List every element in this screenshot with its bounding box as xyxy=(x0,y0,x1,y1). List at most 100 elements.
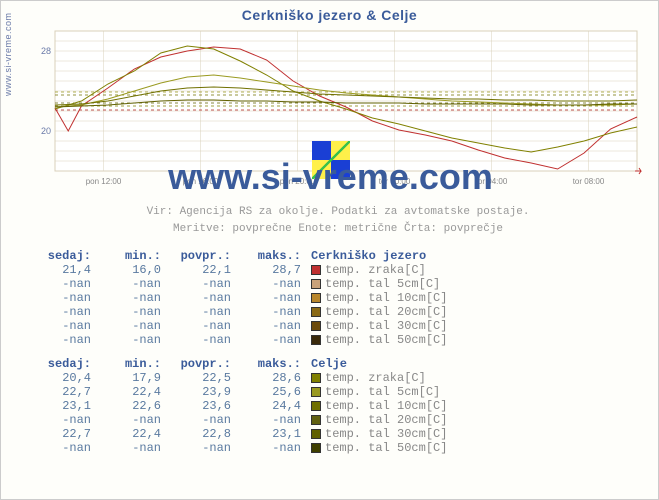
table-row: 21,4 16,0 22,1 28,7 temp. zraka[C] xyxy=(25,263,451,277)
svg-text:28: 28 xyxy=(41,46,51,56)
cell-sedaj: -nan xyxy=(25,291,95,305)
cell-sedaj: 22,7 xyxy=(25,385,95,399)
cell-min: -nan xyxy=(95,305,165,319)
color-swatch xyxy=(311,307,321,317)
cell-povpr: -nan xyxy=(165,305,235,319)
table-cerknisko: sedaj: min.: povpr.: maks.: Cerkniško je… xyxy=(25,249,451,347)
meta-settings: Meritve: povprečne Enote: metrične Črta:… xyxy=(33,223,643,235)
cell-povpr: -nan xyxy=(165,441,235,455)
cell-label: temp. tal 10cm[C] xyxy=(305,399,451,413)
cell-maks: 24,4 xyxy=(235,399,305,413)
cell-min: -nan xyxy=(95,333,165,347)
col-min: min.: xyxy=(95,249,165,263)
cell-min: 16,0 xyxy=(95,263,165,277)
table-row: 20,4 17,9 22,5 28,6 temp. zraka[C] xyxy=(25,371,451,385)
cell-maks: 23,1 xyxy=(235,427,305,441)
cell-min: 22,6 xyxy=(95,399,165,413)
chart-area: 2028 xyxy=(33,27,643,175)
cell-label: temp. tal 20cm[C] xyxy=(305,413,451,427)
color-swatch xyxy=(311,279,321,289)
cell-maks: 25,6 xyxy=(235,385,305,399)
x-tick-label: pon 12:00 xyxy=(86,177,122,186)
cell-povpr: 22,1 xyxy=(165,263,235,277)
cell-min: -nan xyxy=(95,277,165,291)
table-row: 23,1 22,6 23,6 24,4 temp. tal 10cm[C] xyxy=(25,399,451,413)
col-series: Cerkniško jezero xyxy=(305,249,451,263)
x-tick-label: tor 08:00 xyxy=(573,177,605,186)
col-series: Celje xyxy=(305,357,451,371)
cell-min: -nan xyxy=(95,413,165,427)
table-row: -nan -nan -nan -nan temp. tal 5cm[C] xyxy=(25,277,451,291)
color-swatch xyxy=(311,429,321,439)
cell-povpr: -nan xyxy=(165,333,235,347)
cell-sedaj: 23,1 xyxy=(25,399,95,413)
col-povpr: povpr.: xyxy=(165,357,235,371)
cell-min: -nan xyxy=(95,319,165,333)
cell-sedaj: -nan xyxy=(25,319,95,333)
x-tick-label: pon 16:00 xyxy=(183,177,219,186)
cell-sedaj: -nan xyxy=(25,413,95,427)
cell-sedaj: 21,4 xyxy=(25,263,95,277)
color-swatch xyxy=(311,415,321,425)
color-swatch xyxy=(311,265,321,275)
table-row: -nan -nan -nan -nan temp. tal 50cm[C] xyxy=(25,441,451,455)
col-maks: maks.: xyxy=(235,249,305,263)
line-chart: 2028 xyxy=(33,27,643,175)
cell-sedaj: 22,7 xyxy=(25,427,95,441)
cell-sedaj: -nan xyxy=(25,333,95,347)
data-tables: sedaj: min.: povpr.: maks.: Cerkniško je… xyxy=(25,249,645,465)
cell-maks: -nan xyxy=(235,305,305,319)
cell-label: temp. tal 20cm[C] xyxy=(305,305,451,319)
color-swatch xyxy=(311,373,321,383)
svg-text:20: 20 xyxy=(41,126,51,136)
table-row: -nan -nan -nan -nan temp. tal 10cm[C] xyxy=(25,291,451,305)
cell-maks: 28,6 xyxy=(235,371,305,385)
cell-povpr: -nan xyxy=(165,291,235,305)
chart-title: Cerkniško jezero & Celje xyxy=(1,1,658,25)
table-row: -nan -nan -nan -nan temp. tal 20cm[C] xyxy=(25,305,451,319)
cell-label: temp. tal 5cm[C] xyxy=(305,277,451,291)
cell-maks: -nan xyxy=(235,319,305,333)
cell-maks: -nan xyxy=(235,413,305,427)
cell-min: -nan xyxy=(95,441,165,455)
meta-source: Vir: Agencija RS za okolje. Podatki za a… xyxy=(33,206,643,218)
col-sedaj: sedaj: xyxy=(25,357,95,371)
color-swatch xyxy=(311,293,321,303)
col-povpr: povpr.: xyxy=(165,249,235,263)
cell-sedaj: -nan xyxy=(25,305,95,319)
cell-label: temp. zraka[C] xyxy=(305,263,451,277)
x-tick-label: tor 00:00 xyxy=(379,177,411,186)
cell-povpr: 23,6 xyxy=(165,399,235,413)
cell-label: temp. tal 50cm[C] xyxy=(305,441,451,455)
y-axis-source-label: www.si-vreme.com xyxy=(3,12,13,96)
cell-label: temp. tal 30cm[C] xyxy=(305,319,451,333)
x-tick-label: pon 20:00 xyxy=(280,177,316,186)
col-maks: maks.: xyxy=(235,357,305,371)
cell-maks: -nan xyxy=(235,291,305,305)
table-row: 22,7 22,4 23,9 25,6 temp. tal 5cm[C] xyxy=(25,385,451,399)
x-axis-ticks: pon 12:00 pon 16:00 pon 20:00 tor 00:00 tor … xyxy=(33,177,643,189)
color-swatch xyxy=(311,443,321,453)
cell-maks: 28,7 xyxy=(235,263,305,277)
cell-label: temp. tal 10cm[C] xyxy=(305,291,451,305)
table-row: -nan -nan -nan -nan temp. tal 20cm[C] xyxy=(25,413,451,427)
cell-min: 22,4 xyxy=(95,427,165,441)
table-celje: sedaj: min.: povpr.: maks.: Celje 20,4 1… xyxy=(25,357,451,455)
color-swatch xyxy=(311,387,321,397)
cell-label: temp. tal 5cm[C] xyxy=(305,385,451,399)
cell-maks: -nan xyxy=(235,441,305,455)
cell-label: temp. tal 50cm[C] xyxy=(305,333,451,347)
cell-povpr: 22,5 xyxy=(165,371,235,385)
cell-maks: -nan xyxy=(235,277,305,291)
cell-sedaj: 20,4 xyxy=(25,371,95,385)
cell-povpr: 22,8 xyxy=(165,427,235,441)
color-swatch xyxy=(311,335,321,345)
color-swatch xyxy=(311,401,321,411)
cell-povpr: -nan xyxy=(165,413,235,427)
cell-povpr: -nan xyxy=(165,319,235,333)
col-sedaj: sedaj: xyxy=(25,249,95,263)
table-row: -nan -nan -nan -nan temp. tal 50cm[C] xyxy=(25,333,451,347)
cell-min: 22,4 xyxy=(95,385,165,399)
cell-povpr: 23,9 xyxy=(165,385,235,399)
cell-povpr: -nan xyxy=(165,277,235,291)
